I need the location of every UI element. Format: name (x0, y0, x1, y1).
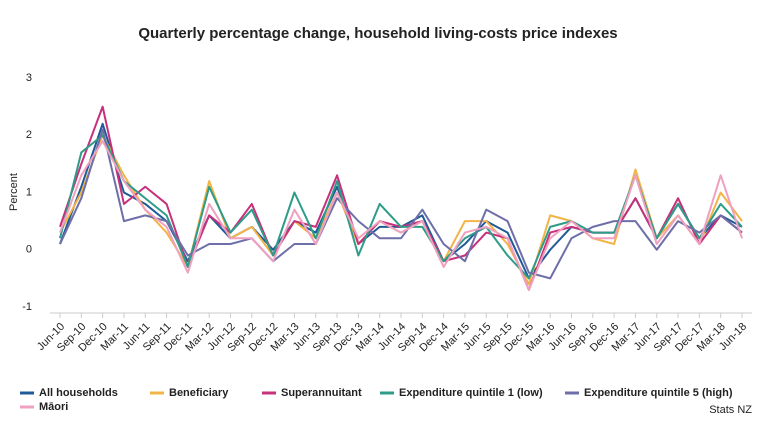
series-line (59, 134, 743, 286)
y-tick-label: -1 (22, 301, 32, 313)
y-axis-label: Percent (8, 173, 20, 211)
series-line (59, 139, 743, 291)
y-tick-label: 0 (26, 244, 32, 256)
legend-label: Superannuitant (281, 387, 362, 399)
chart-title: Quarterly percentage change, household l… (138, 25, 617, 42)
series-line (59, 128, 743, 280)
y-tick-label: 1 (26, 186, 32, 198)
y-tick-label: 2 (26, 129, 32, 141)
legend-label: Expenditure quintile 5 (high) (584, 387, 733, 399)
legend-label: All households (39, 387, 118, 399)
source: Stats NZ (709, 404, 752, 416)
legend-label: Māori (39, 401, 68, 413)
y-tick-label: 3 (26, 72, 32, 84)
legend-label: Expenditure quintile 1 (low) (399, 387, 543, 399)
series-line (59, 105, 743, 291)
legend-label: Beneficiary (169, 387, 229, 399)
